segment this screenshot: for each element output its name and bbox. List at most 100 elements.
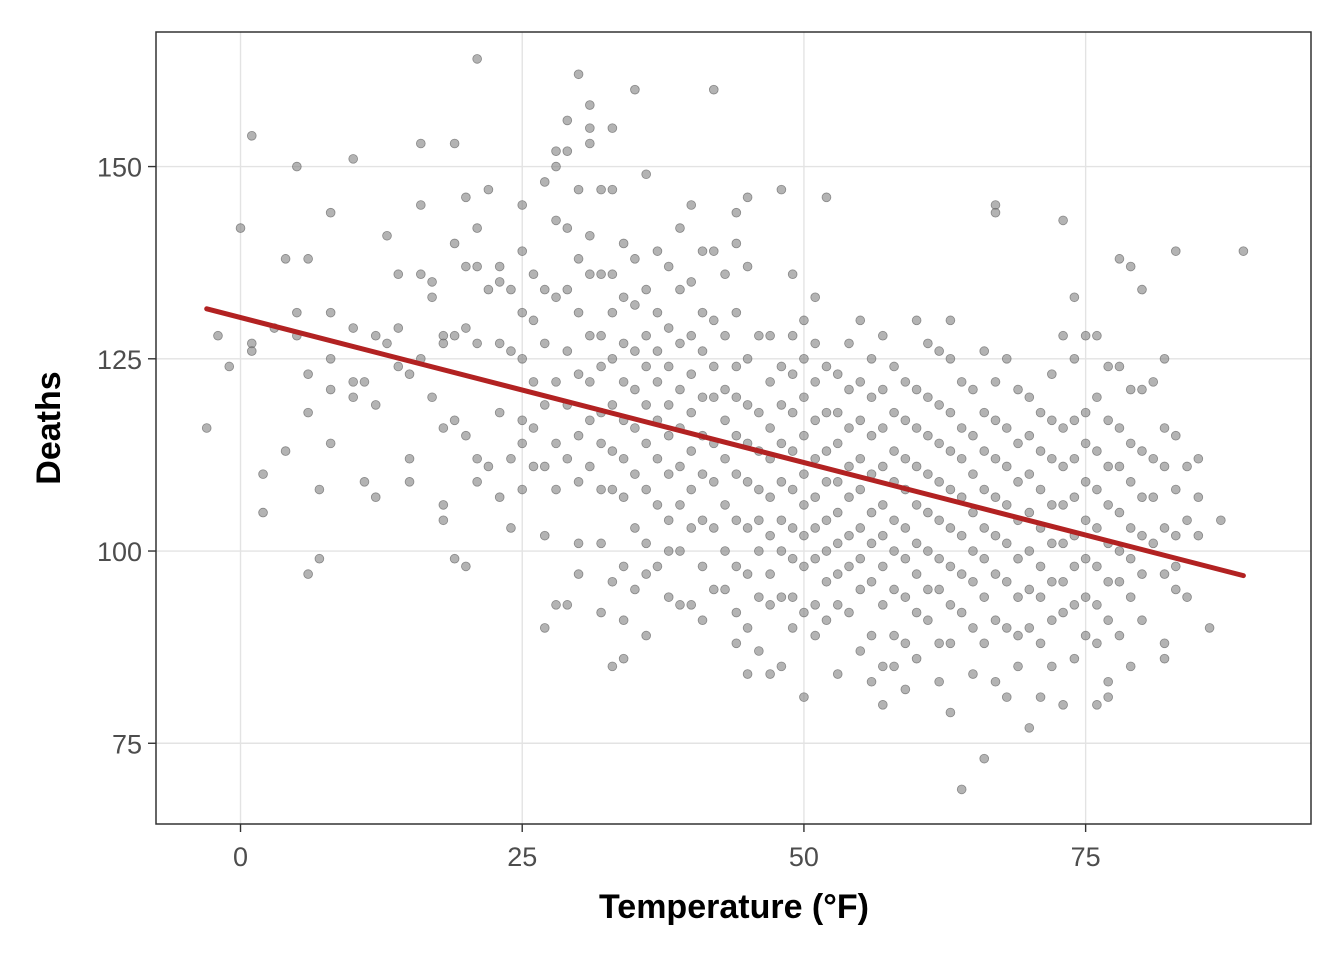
data-point — [562, 115, 573, 126]
data-point — [1193, 530, 1204, 541]
data-point — [1114, 361, 1125, 372]
data-point — [630, 254, 640, 264]
data-point — [742, 477, 753, 487]
data-point — [1069, 453, 1080, 464]
data-point — [325, 353, 336, 364]
data-point — [844, 530, 854, 541]
data-point — [776, 661, 787, 672]
data-point — [810, 453, 820, 464]
data-point — [776, 400, 787, 410]
data-point — [585, 330, 595, 341]
data-point — [1103, 415, 1113, 426]
data-point — [1080, 515, 1091, 526]
data-point — [1159, 638, 1170, 649]
data-point — [1182, 461, 1192, 472]
data-point — [641, 438, 651, 449]
data-point — [844, 607, 854, 618]
data-point — [686, 407, 697, 418]
data-point — [878, 530, 888, 541]
data-point — [585, 230, 595, 241]
data-point — [889, 407, 899, 418]
data-point — [708, 84, 719, 95]
data-point — [979, 523, 990, 533]
data-point — [832, 669, 843, 679]
data-point — [472, 477, 482, 487]
data-point — [675, 461, 685, 472]
data-point — [934, 515, 944, 526]
data-point — [675, 223, 685, 233]
data-point — [1114, 630, 1125, 641]
data-point — [765, 423, 775, 433]
data-point — [573, 69, 584, 80]
data-point — [844, 561, 854, 572]
data-point — [855, 415, 866, 426]
data-point — [708, 392, 719, 403]
data-point — [1024, 507, 1035, 518]
data-point — [832, 369, 843, 379]
data-point — [990, 415, 1001, 426]
data-point — [551, 438, 561, 449]
data-point — [754, 407, 764, 418]
data-point — [652, 246, 663, 256]
data-point — [618, 561, 629, 572]
data-point — [370, 400, 381, 410]
data-point — [686, 330, 697, 341]
data-point — [416, 269, 426, 280]
data-point — [923, 546, 933, 556]
data-point — [1182, 515, 1192, 526]
data-point — [1137, 615, 1147, 626]
data-point — [1114, 423, 1125, 433]
data-point — [539, 461, 550, 472]
data-point — [494, 492, 505, 503]
data-point — [596, 538, 606, 549]
data-point — [1035, 592, 1046, 602]
data-point — [1137, 492, 1147, 503]
data-point — [630, 584, 640, 595]
data-point — [1058, 461, 1068, 472]
data-point — [607, 353, 618, 364]
data-point — [821, 192, 832, 203]
data-point — [776, 592, 787, 602]
data-point — [945, 446, 956, 456]
data-point — [585, 415, 595, 426]
data-point — [607, 661, 618, 672]
data-point — [956, 569, 967, 579]
data-point — [787, 553, 798, 564]
data-point — [348, 377, 358, 387]
data-point — [731, 207, 742, 218]
data-point — [1024, 623, 1035, 633]
data-point — [1047, 453, 1057, 464]
data-point — [934, 638, 944, 649]
data-point — [1013, 477, 1023, 487]
data-point — [956, 530, 967, 541]
data-point — [889, 361, 899, 372]
data-point — [776, 515, 787, 526]
data-point — [720, 330, 730, 341]
data-point — [1024, 469, 1035, 479]
data-point — [765, 600, 775, 610]
data-point — [652, 377, 663, 387]
data-point — [900, 684, 911, 695]
data-point — [416, 200, 426, 210]
data-point — [686, 200, 697, 210]
data-point — [821, 515, 832, 526]
data-point — [1170, 530, 1181, 541]
data-point — [663, 592, 674, 602]
data-point — [1137, 569, 1147, 579]
data-point — [866, 392, 877, 403]
data-point — [652, 500, 663, 510]
data-point — [832, 507, 843, 518]
data-point — [359, 477, 370, 487]
data-point — [1148, 453, 1159, 464]
data-point — [911, 461, 922, 472]
data-point — [585, 461, 595, 472]
data-point — [1170, 584, 1181, 595]
data-point — [1103, 676, 1113, 687]
data-point — [821, 407, 832, 418]
data-point — [551, 600, 561, 610]
data-point — [990, 676, 1001, 687]
data-point — [539, 400, 550, 410]
data-point — [878, 384, 888, 395]
data-point — [934, 477, 944, 487]
data-point — [900, 553, 911, 564]
